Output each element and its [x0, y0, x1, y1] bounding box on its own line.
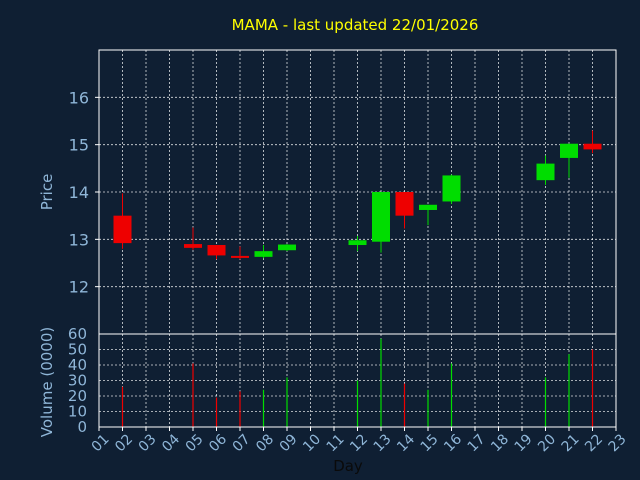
price-grid [95, 50, 616, 334]
price-tick-label: 14 [69, 183, 89, 202]
volume-tick-label: 10 [68, 403, 87, 421]
x-axis-label: Day [333, 457, 363, 475]
candle-body [395, 192, 414, 216]
price-tick-label: 15 [69, 136, 89, 155]
candle-body [442, 175, 461, 202]
candle-body [278, 244, 296, 251]
candle-body [560, 143, 578, 158]
candle-body [254, 251, 273, 257]
volume-tick-label: 30 [68, 372, 87, 390]
candle-body [348, 240, 367, 246]
price-axis-label: Price [38, 174, 56, 211]
candles [113, 130, 602, 260]
price-y-tick-labels: 12 13 14 15 16 [69, 88, 89, 296]
candle-body [419, 204, 437, 210]
x-tick-labels: 01 02 03 04 05 06 07 08 09 10 11 12 13 14 15 16 17 18 19 20… [89, 427, 630, 455]
volume-tick-label: 60 [68, 325, 87, 343]
candle-body [184, 244, 202, 248]
candle-body [583, 143, 602, 150]
candle-body [113, 215, 132, 244]
candle-body [536, 163, 555, 181]
volume-tick-label: 20 [68, 387, 87, 405]
price-tick-label: 12 [69, 278, 89, 297]
volume-axis-label: Volume (0000) [38, 327, 56, 437]
volume-tick-label: 0 [77, 418, 87, 436]
price-tick-label: 16 [69, 88, 89, 107]
candle-body [231, 255, 249, 258]
price-tick-label: 13 [69, 230, 89, 249]
candle-body [207, 245, 226, 256]
chart-title: MAMA - last updated 22/01/2026 [232, 16, 479, 34]
candle-body [372, 192, 390, 242]
volume-tick-label: 40 [68, 356, 87, 374]
volume-bars [121, 338, 594, 427]
volume-tick-label: 50 [68, 341, 87, 359]
